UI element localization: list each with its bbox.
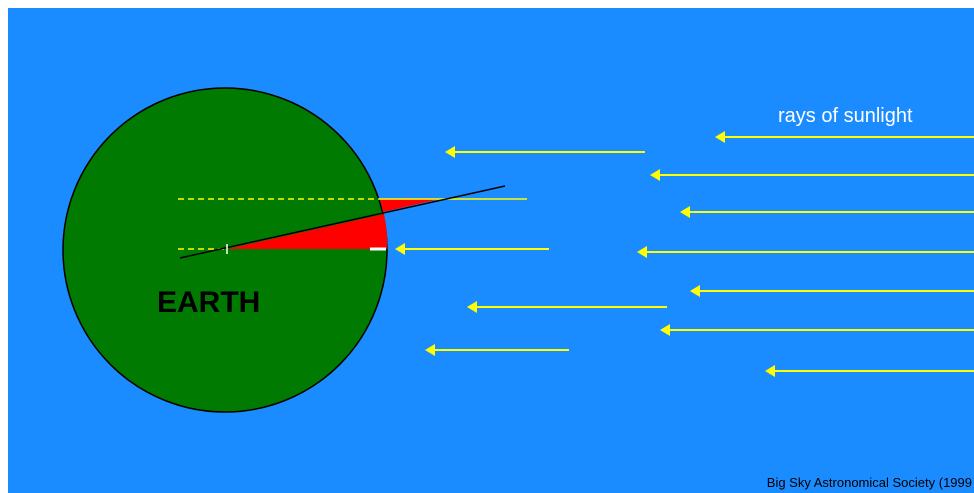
credit: Big Sky Astronomical Society (1999 [767, 475, 972, 490]
rays-label: rays of sunlight [778, 105, 913, 127]
diagram: rays of sunlight EARTH Big Sky Astronomi… [0, 0, 974, 493]
earth [63, 88, 387, 412]
page: rays of sunlight EARTH Big Sky Astronomi… [0, 0, 974, 493]
earth-label: EARTH [157, 286, 260, 319]
